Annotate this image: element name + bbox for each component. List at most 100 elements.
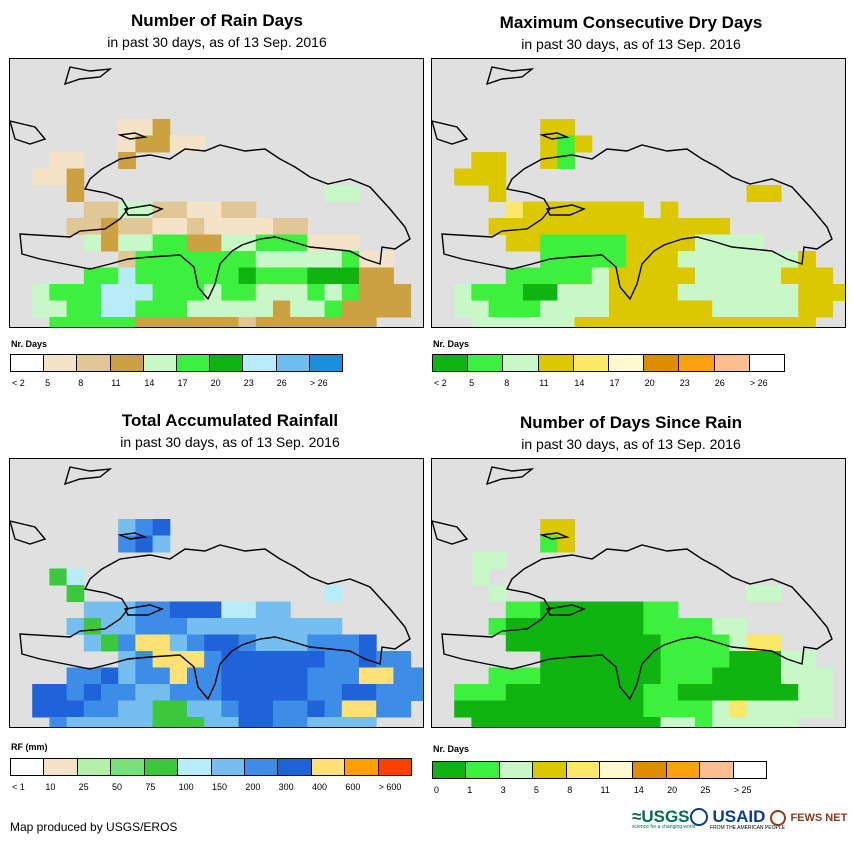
map-cell xyxy=(781,300,799,318)
map-cell xyxy=(238,684,257,701)
map-cell xyxy=(557,717,576,727)
map-cell xyxy=(118,634,136,652)
map-rain-days xyxy=(9,58,424,328)
map-cell xyxy=(376,300,394,318)
map-cell xyxy=(626,634,644,652)
legend-swatch xyxy=(244,759,279,775)
map-cell xyxy=(135,717,154,727)
map-cell xyxy=(255,267,274,285)
map-cell xyxy=(410,684,423,701)
map-cell xyxy=(101,234,119,252)
map-cell xyxy=(505,700,524,718)
map-cell xyxy=(712,700,730,718)
map-cell xyxy=(729,317,748,327)
legend-tick-label: 14 xyxy=(144,378,155,388)
map-cell xyxy=(488,152,507,169)
map-cell xyxy=(695,667,713,685)
map-cell xyxy=(557,201,576,219)
map-cell xyxy=(169,135,188,153)
map-cell xyxy=(798,284,816,301)
legend-tick-label: 26 xyxy=(276,378,287,388)
map-cell xyxy=(505,601,524,619)
map-cell xyxy=(187,601,205,619)
map-cell xyxy=(557,601,576,619)
map-cell xyxy=(307,667,326,685)
map-rainfall xyxy=(9,458,424,728)
map-cell xyxy=(746,251,765,268)
map-cell xyxy=(359,634,377,652)
map-cell xyxy=(660,317,679,327)
map-cell xyxy=(695,618,713,635)
map-cell xyxy=(677,684,696,701)
map-cell xyxy=(729,618,748,635)
map-cell xyxy=(49,300,68,318)
map-cell xyxy=(341,717,360,727)
map-cell xyxy=(626,234,644,252)
map-cell xyxy=(66,568,85,586)
legend-tick-label: 100 xyxy=(178,782,194,792)
map-cell xyxy=(101,700,119,718)
map-cell xyxy=(66,284,85,301)
map-cell xyxy=(135,535,154,553)
map-cell xyxy=(32,684,50,701)
map-cell xyxy=(290,300,308,318)
legend-swatch xyxy=(77,355,111,371)
map-cell xyxy=(471,700,490,718)
map-cell xyxy=(471,684,490,701)
map-cell xyxy=(238,201,257,219)
map-cell xyxy=(410,667,423,685)
map-cell xyxy=(341,284,360,301)
map-cell xyxy=(187,300,205,318)
map-cell xyxy=(83,218,102,235)
map-cell xyxy=(393,700,412,718)
legend-tick-label: 600 xyxy=(345,782,361,792)
legend-swatch xyxy=(278,759,312,775)
map-cell xyxy=(238,317,257,327)
island-coastline xyxy=(432,120,469,145)
map-cell xyxy=(574,700,593,718)
legend-tick-label: > 25 xyxy=(733,785,752,795)
map-cell xyxy=(118,152,136,169)
legend-tick-label: 20 xyxy=(210,378,221,388)
map-cell xyxy=(187,218,205,235)
map-cell xyxy=(643,700,662,718)
map-cell xyxy=(290,700,308,718)
map-cell xyxy=(729,284,748,301)
map-cell xyxy=(152,651,171,668)
map-cell xyxy=(118,618,136,635)
map-cell xyxy=(169,267,188,285)
map-cell xyxy=(152,135,171,153)
map-cell xyxy=(118,284,136,301)
legend-swatch xyxy=(499,762,534,778)
map-cell xyxy=(273,300,291,318)
map-cell xyxy=(695,651,713,668)
map-cell xyxy=(763,717,782,727)
map-cell xyxy=(376,284,394,301)
map-cell xyxy=(152,535,171,553)
map-cell xyxy=(591,717,610,727)
map-cell xyxy=(83,267,102,285)
map-cell xyxy=(763,700,782,718)
map-cell xyxy=(574,717,593,727)
map-cell xyxy=(540,234,558,252)
map-cell xyxy=(660,218,679,235)
map-cell xyxy=(523,300,541,318)
map-canvas xyxy=(432,66,845,327)
map-cell xyxy=(101,684,119,701)
map-cell xyxy=(49,568,68,586)
map-cell xyxy=(273,667,291,685)
map-cell xyxy=(660,700,679,718)
legend-swatch xyxy=(177,355,211,371)
map-cell xyxy=(152,618,171,635)
island-coastline xyxy=(10,520,47,545)
map-cell xyxy=(238,218,257,235)
map-cell xyxy=(729,300,748,318)
map-cell xyxy=(204,300,222,318)
map-cell xyxy=(238,618,257,635)
map-cell xyxy=(471,317,490,327)
map-cell xyxy=(746,284,765,301)
map-cell xyxy=(238,284,257,301)
map-cell xyxy=(152,601,171,619)
map-cell xyxy=(609,234,627,252)
legend-tick-label: 23 xyxy=(679,378,690,388)
